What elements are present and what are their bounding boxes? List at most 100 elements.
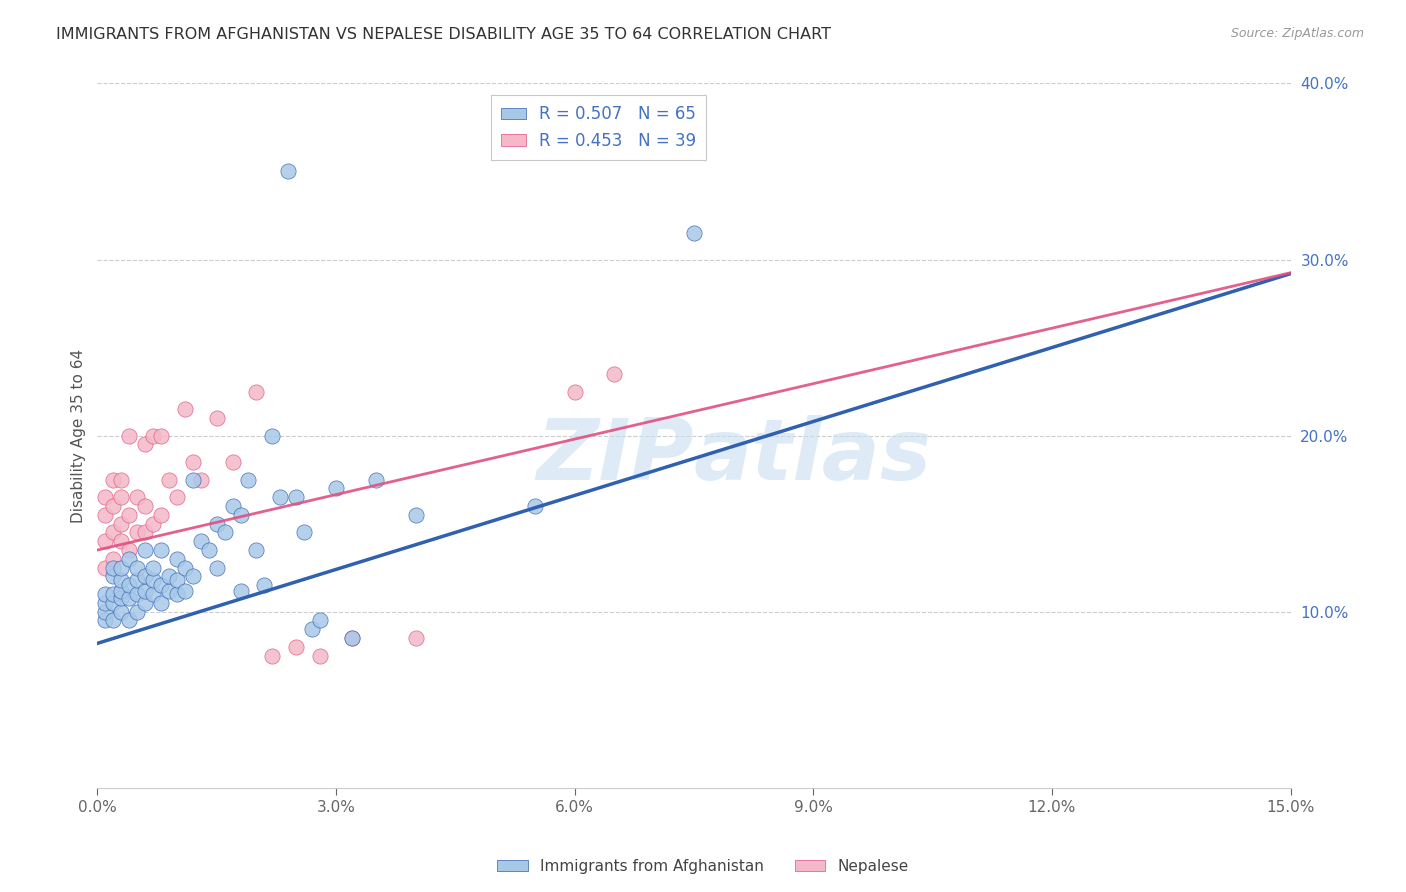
Point [110, 490, 132, 504]
Legend: R = 0.507   N = 65, R = 0.453   N = 39: R = 0.507 N = 65, R = 0.453 N = 39 [491, 95, 706, 160]
Point [127, 560, 149, 574]
Point [127, 605, 149, 619]
Point [103, 552, 125, 566]
Point [181, 455, 204, 469]
Point [325, 482, 347, 496]
Point [285, 640, 308, 654]
Point [94, 508, 117, 522]
Point [118, 552, 141, 566]
Point [277, 164, 299, 178]
Text: IMMIGRANTS FROM AFGHANISTAN VS NEPALESE DISABILITY AGE 35 TO 64 CORRELATION CHAR: IMMIGRANTS FROM AFGHANISTAN VS NEPALESE … [56, 27, 831, 42]
Point [150, 543, 173, 558]
Point [523, 499, 546, 513]
Point [142, 573, 165, 587]
Point [134, 437, 156, 451]
Point [340, 631, 363, 645]
Point [405, 508, 427, 522]
Point [292, 525, 315, 540]
Point [157, 583, 180, 598]
Point [134, 499, 156, 513]
Point [166, 587, 188, 601]
Point [301, 622, 323, 636]
Point [103, 473, 125, 487]
Point [364, 473, 387, 487]
Point [181, 569, 204, 583]
Point [564, 384, 586, 399]
Point [103, 560, 125, 574]
Point [110, 591, 132, 605]
Point [134, 543, 156, 558]
Point [221, 455, 243, 469]
Point [245, 384, 267, 399]
Y-axis label: Disability Age 35 to 64: Disability Age 35 to 64 [72, 349, 86, 523]
Point [103, 499, 125, 513]
Point [603, 367, 626, 381]
Point [269, 490, 291, 504]
Point [94, 587, 117, 601]
Point [157, 473, 180, 487]
Point [253, 578, 276, 592]
Point [110, 573, 132, 587]
Point [229, 583, 252, 598]
Point [405, 631, 427, 645]
Point [127, 490, 149, 504]
Point [309, 648, 332, 663]
Point [127, 525, 149, 540]
Point [205, 411, 228, 425]
Point [150, 428, 173, 442]
Text: Source: ZipAtlas.com: Source: ZipAtlas.com [1230, 27, 1364, 40]
Point [110, 516, 132, 531]
Point [94, 490, 117, 504]
Point [94, 605, 117, 619]
Point [173, 402, 195, 417]
Point [110, 534, 132, 549]
Point [683, 226, 706, 240]
Point [166, 573, 188, 587]
Point [142, 587, 165, 601]
Point [94, 534, 117, 549]
Point [205, 516, 228, 531]
Point [166, 490, 188, 504]
Point [103, 569, 125, 583]
Point [103, 525, 125, 540]
Point [118, 578, 141, 592]
Point [127, 573, 149, 587]
Point [285, 490, 308, 504]
Point [173, 560, 195, 574]
Point [134, 596, 156, 610]
Point [110, 560, 132, 574]
Point [103, 596, 125, 610]
Text: ZIP: ZIP [536, 416, 695, 499]
Point [229, 508, 252, 522]
Point [150, 578, 173, 592]
Legend: Immigrants from Afghanistan, Nepalese: Immigrants from Afghanistan, Nepalese [491, 853, 915, 880]
Point [118, 508, 141, 522]
Text: atlas: atlas [695, 416, 932, 499]
Point [94, 596, 117, 610]
Point [245, 543, 267, 558]
Point [142, 560, 165, 574]
Point [94, 614, 117, 628]
Point [309, 614, 332, 628]
Point [110, 583, 132, 598]
Point [110, 473, 132, 487]
Point [110, 605, 132, 619]
Point [262, 648, 284, 663]
Point [340, 631, 363, 645]
Point [134, 569, 156, 583]
Point [142, 516, 165, 531]
Point [127, 587, 149, 601]
Point [118, 428, 141, 442]
Point [181, 473, 204, 487]
Point [150, 596, 173, 610]
Point [190, 473, 212, 487]
Point [118, 614, 141, 628]
Point [173, 583, 195, 598]
Point [142, 428, 165, 442]
Point [150, 508, 173, 522]
Point [262, 428, 284, 442]
Point [103, 614, 125, 628]
Point [238, 473, 260, 487]
Point [205, 560, 228, 574]
Point [166, 552, 188, 566]
